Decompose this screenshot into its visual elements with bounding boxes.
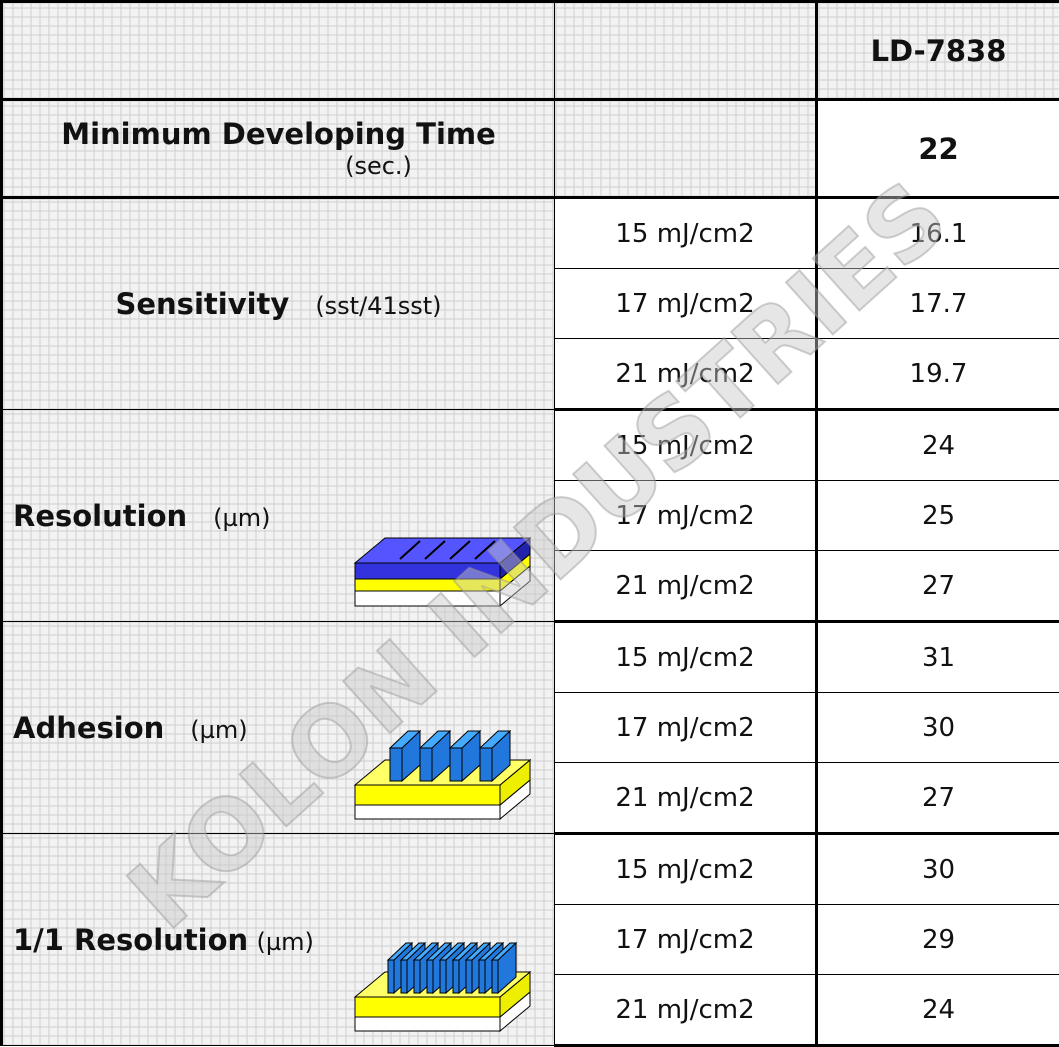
value: 24 (922, 431, 955, 461)
value-cell: 27 (817, 763, 1059, 834)
header-row: LD-7838 (2, 2, 1059, 100)
label-cell: 1/1 Resolution (µm) (2, 834, 555, 1046)
adhesion-icon (350, 713, 540, 823)
value-cell: 24 (817, 410, 1059, 481)
dose: 17 mJ/cm2 (615, 925, 754, 955)
dose: 15 mJ/cm2 (615, 219, 754, 249)
value: 29 (922, 925, 955, 955)
product-name: LD-7838 (871, 34, 1007, 68)
value: 19.7 (910, 359, 968, 389)
empty-cell (555, 100, 817, 198)
page: LD-7838 Minimum Developing Time(sec.) 22… (0, 0, 1059, 1036)
dose-cell: 21 mJ/cm2 (555, 975, 817, 1046)
row-label: Resolution (13, 499, 187, 533)
header-cell (555, 2, 817, 100)
dose: 15 mJ/cm2 (615, 855, 754, 885)
row-label: Minimum Developing Time (61, 117, 496, 151)
dose: 21 mJ/cm2 (615, 571, 754, 601)
dose: 21 mJ/cm2 (615, 783, 754, 813)
value: 30 (922, 855, 955, 885)
row-unit: (sec.) (145, 152, 412, 180)
dose: 15 mJ/cm2 (615, 643, 754, 673)
value-cell: 29 (817, 905, 1059, 975)
value-cell: 17.7 (817, 269, 1059, 339)
dose-cell: 21 mJ/cm2 (555, 763, 817, 834)
resolution-icon (350, 511, 540, 611)
label-cell: Sensitivity (sst/41sst) (2, 198, 555, 410)
dose: 17 mJ/cm2 (615, 289, 754, 319)
min-dev-row: Minimum Developing Time(sec.) 22 (2, 100, 1059, 198)
dose: 21 mJ/cm2 (615, 995, 754, 1025)
value: 27 (922, 571, 955, 601)
label-cell: Resolution (µm) (2, 410, 555, 622)
label-cell: Adhesion (µm) (2, 622, 555, 834)
header-cell (2, 2, 555, 100)
dose: 15 mJ/cm2 (615, 431, 754, 461)
value: 30 (922, 713, 955, 743)
value: 24 (922, 995, 955, 1025)
dose: 17 mJ/cm2 (615, 501, 754, 531)
value: 31 (922, 643, 955, 673)
row-unit: (µm) (213, 504, 270, 532)
value: 17.7 (910, 289, 968, 319)
value: 27 (922, 783, 955, 813)
label-cell: Minimum Developing Time(sec.) (2, 100, 555, 198)
value-cell: 31 (817, 622, 1059, 693)
value: 25 (922, 501, 955, 531)
dose-cell: 15 mJ/cm2 (555, 198, 817, 269)
spec-table: LD-7838 Minimum Developing Time(sec.) 22… (0, 0, 1059, 1047)
dose-cell: 17 mJ/cm2 (555, 693, 817, 763)
dose: 17 mJ/cm2 (615, 713, 754, 743)
value-cell: 19.7 (817, 339, 1059, 410)
value-cell: 22 (817, 100, 1059, 198)
dose-cell: 17 mJ/cm2 (555, 905, 817, 975)
dose: 21 mJ/cm2 (615, 359, 754, 389)
value-cell: 27 (817, 551, 1059, 622)
row-unit: (µm) (256, 928, 313, 956)
dose-cell: 21 mJ/cm2 (555, 339, 817, 410)
row-label: Sensitivity (115, 287, 289, 321)
dose-cell: 17 mJ/cm2 (555, 481, 817, 551)
dose-cell: 15 mJ/cm2 (555, 410, 817, 481)
row-unit: (µm) (190, 716, 247, 744)
value: 16.1 (910, 219, 968, 249)
header-cell: LD-7838 (817, 2, 1059, 100)
value-cell: 16.1 (817, 198, 1059, 269)
row-label: 1/1 Resolution (13, 923, 248, 957)
groups: Sensitivity (sst/41sst) 15 mJ/cm2 16.1 17 m… (2, 198, 1059, 1046)
value-cell: 24 (817, 975, 1059, 1046)
value-cell: 30 (817, 693, 1059, 763)
value-cell: 25 (817, 481, 1059, 551)
value: 22 (918, 132, 958, 166)
dose-cell: 21 mJ/cm2 (555, 551, 817, 622)
dose-cell: 15 mJ/cm2 (555, 834, 817, 905)
dose-cell: 17 mJ/cm2 (555, 269, 817, 339)
row-label: Adhesion (13, 711, 164, 745)
one-to-one-icon (350, 925, 540, 1035)
value-cell: 30 (817, 834, 1059, 905)
row-unit: (sst/41sst) (315, 292, 441, 320)
dose-cell: 15 mJ/cm2 (555, 622, 817, 693)
